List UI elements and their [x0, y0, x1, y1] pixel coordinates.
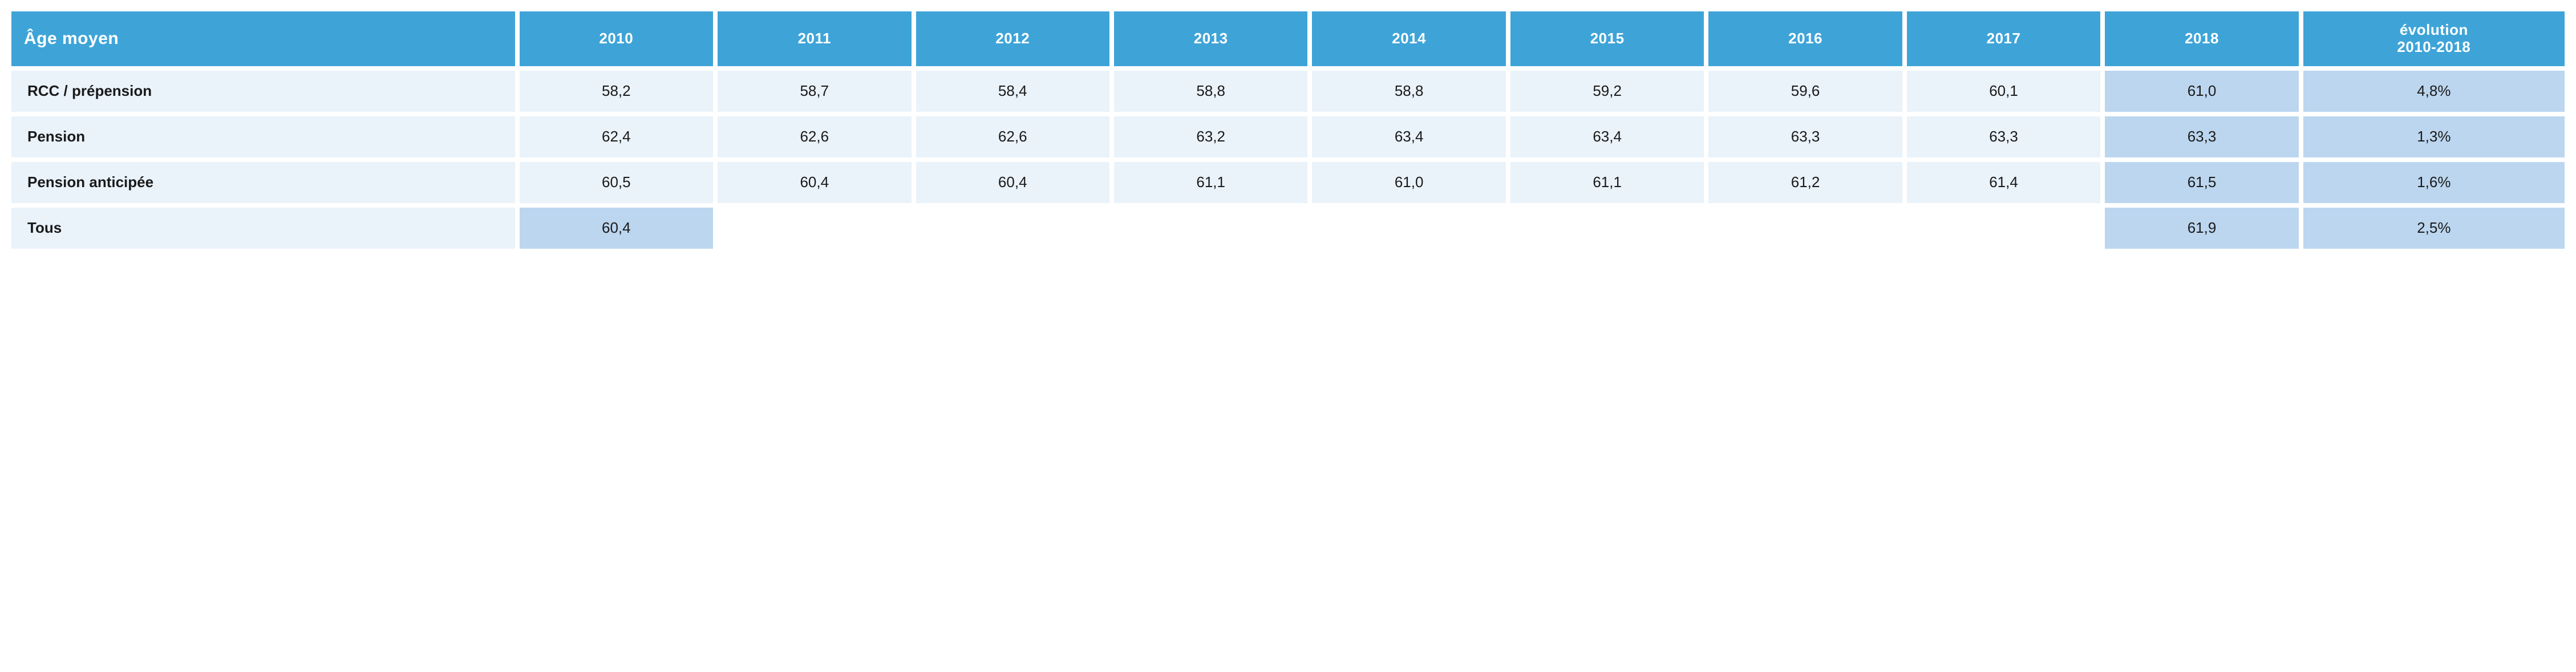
- column-header-2014: 2014: [1312, 11, 1505, 66]
- data-cell: 1,3%: [2303, 116, 2565, 157]
- data-cell: 59,2: [1510, 71, 1704, 112]
- data-cell: [1312, 208, 1505, 249]
- data-cell: 61,0: [2105, 71, 2298, 112]
- column-header-2017: 2017: [1907, 11, 2100, 66]
- column-header-2015: 2015: [1510, 11, 1704, 66]
- data-cell: 61,5: [2105, 162, 2298, 203]
- column-header-2018: 2018: [2105, 11, 2298, 66]
- row-label: RCC / prépension: [11, 71, 515, 112]
- data-cell: 58,4: [916, 71, 1109, 112]
- row-label: Pension: [11, 116, 515, 157]
- data-cell: [1708, 208, 1902, 249]
- data-cell: 60,4: [916, 162, 1109, 203]
- data-cell: 61,9: [2105, 208, 2298, 249]
- data-cell: 63,2: [1114, 116, 1307, 157]
- data-cell: 60,1: [1907, 71, 2100, 112]
- data-cell: 63,4: [1510, 116, 1704, 157]
- data-cell: 62,6: [916, 116, 1109, 157]
- data-cell: 61,4: [1907, 162, 2100, 203]
- data-cell: [718, 208, 911, 249]
- column-header-2010: 2010: [520, 11, 713, 66]
- data-cell: 62,4: [520, 116, 713, 157]
- column-header-label: Âge moyen: [11, 11, 515, 66]
- data-cell: 60,4: [520, 208, 713, 249]
- data-cell: 58,8: [1114, 71, 1307, 112]
- data-cell: 61,0: [1312, 162, 1505, 203]
- data-cell: 60,5: [520, 162, 713, 203]
- column-header-2012: 2012: [916, 11, 1109, 66]
- age-moyen-table: Âge moyen2010201120122013201420152016201…: [11, 11, 2565, 249]
- column-header-2011: 2011: [718, 11, 911, 66]
- data-cell: 59,6: [1708, 71, 1902, 112]
- data-cell: 2,5%: [2303, 208, 2565, 249]
- data-cell: 63,3: [2105, 116, 2298, 157]
- data-cell: 62,6: [718, 116, 911, 157]
- row-label: Pension anticipée: [11, 162, 515, 203]
- data-cell: [1907, 208, 2100, 249]
- data-cell: 63,4: [1312, 116, 1505, 157]
- data-cell: 58,7: [718, 71, 911, 112]
- row-label: Tous: [11, 208, 515, 249]
- data-cell: 63,3: [1708, 116, 1902, 157]
- data-cell: [916, 208, 1109, 249]
- column-header-2013: 2013: [1114, 11, 1307, 66]
- data-cell: 1,6%: [2303, 162, 2565, 203]
- column-header-2016: 2016: [1708, 11, 1902, 66]
- data-cell: 61,2: [1708, 162, 1902, 203]
- data-cell: 61,1: [1114, 162, 1307, 203]
- data-cell: 60,4: [718, 162, 911, 203]
- data-cell: 58,8: [1312, 71, 1505, 112]
- data-cell: [1510, 208, 1704, 249]
- data-cell: 4,8%: [2303, 71, 2565, 112]
- column-header-évolution-2010-2018: évolution2010-2018: [2303, 11, 2565, 66]
- data-cell: [1114, 208, 1307, 249]
- data-cell: 58,2: [520, 71, 713, 112]
- data-cell: 63,3: [1907, 116, 2100, 157]
- data-cell: 61,1: [1510, 162, 1704, 203]
